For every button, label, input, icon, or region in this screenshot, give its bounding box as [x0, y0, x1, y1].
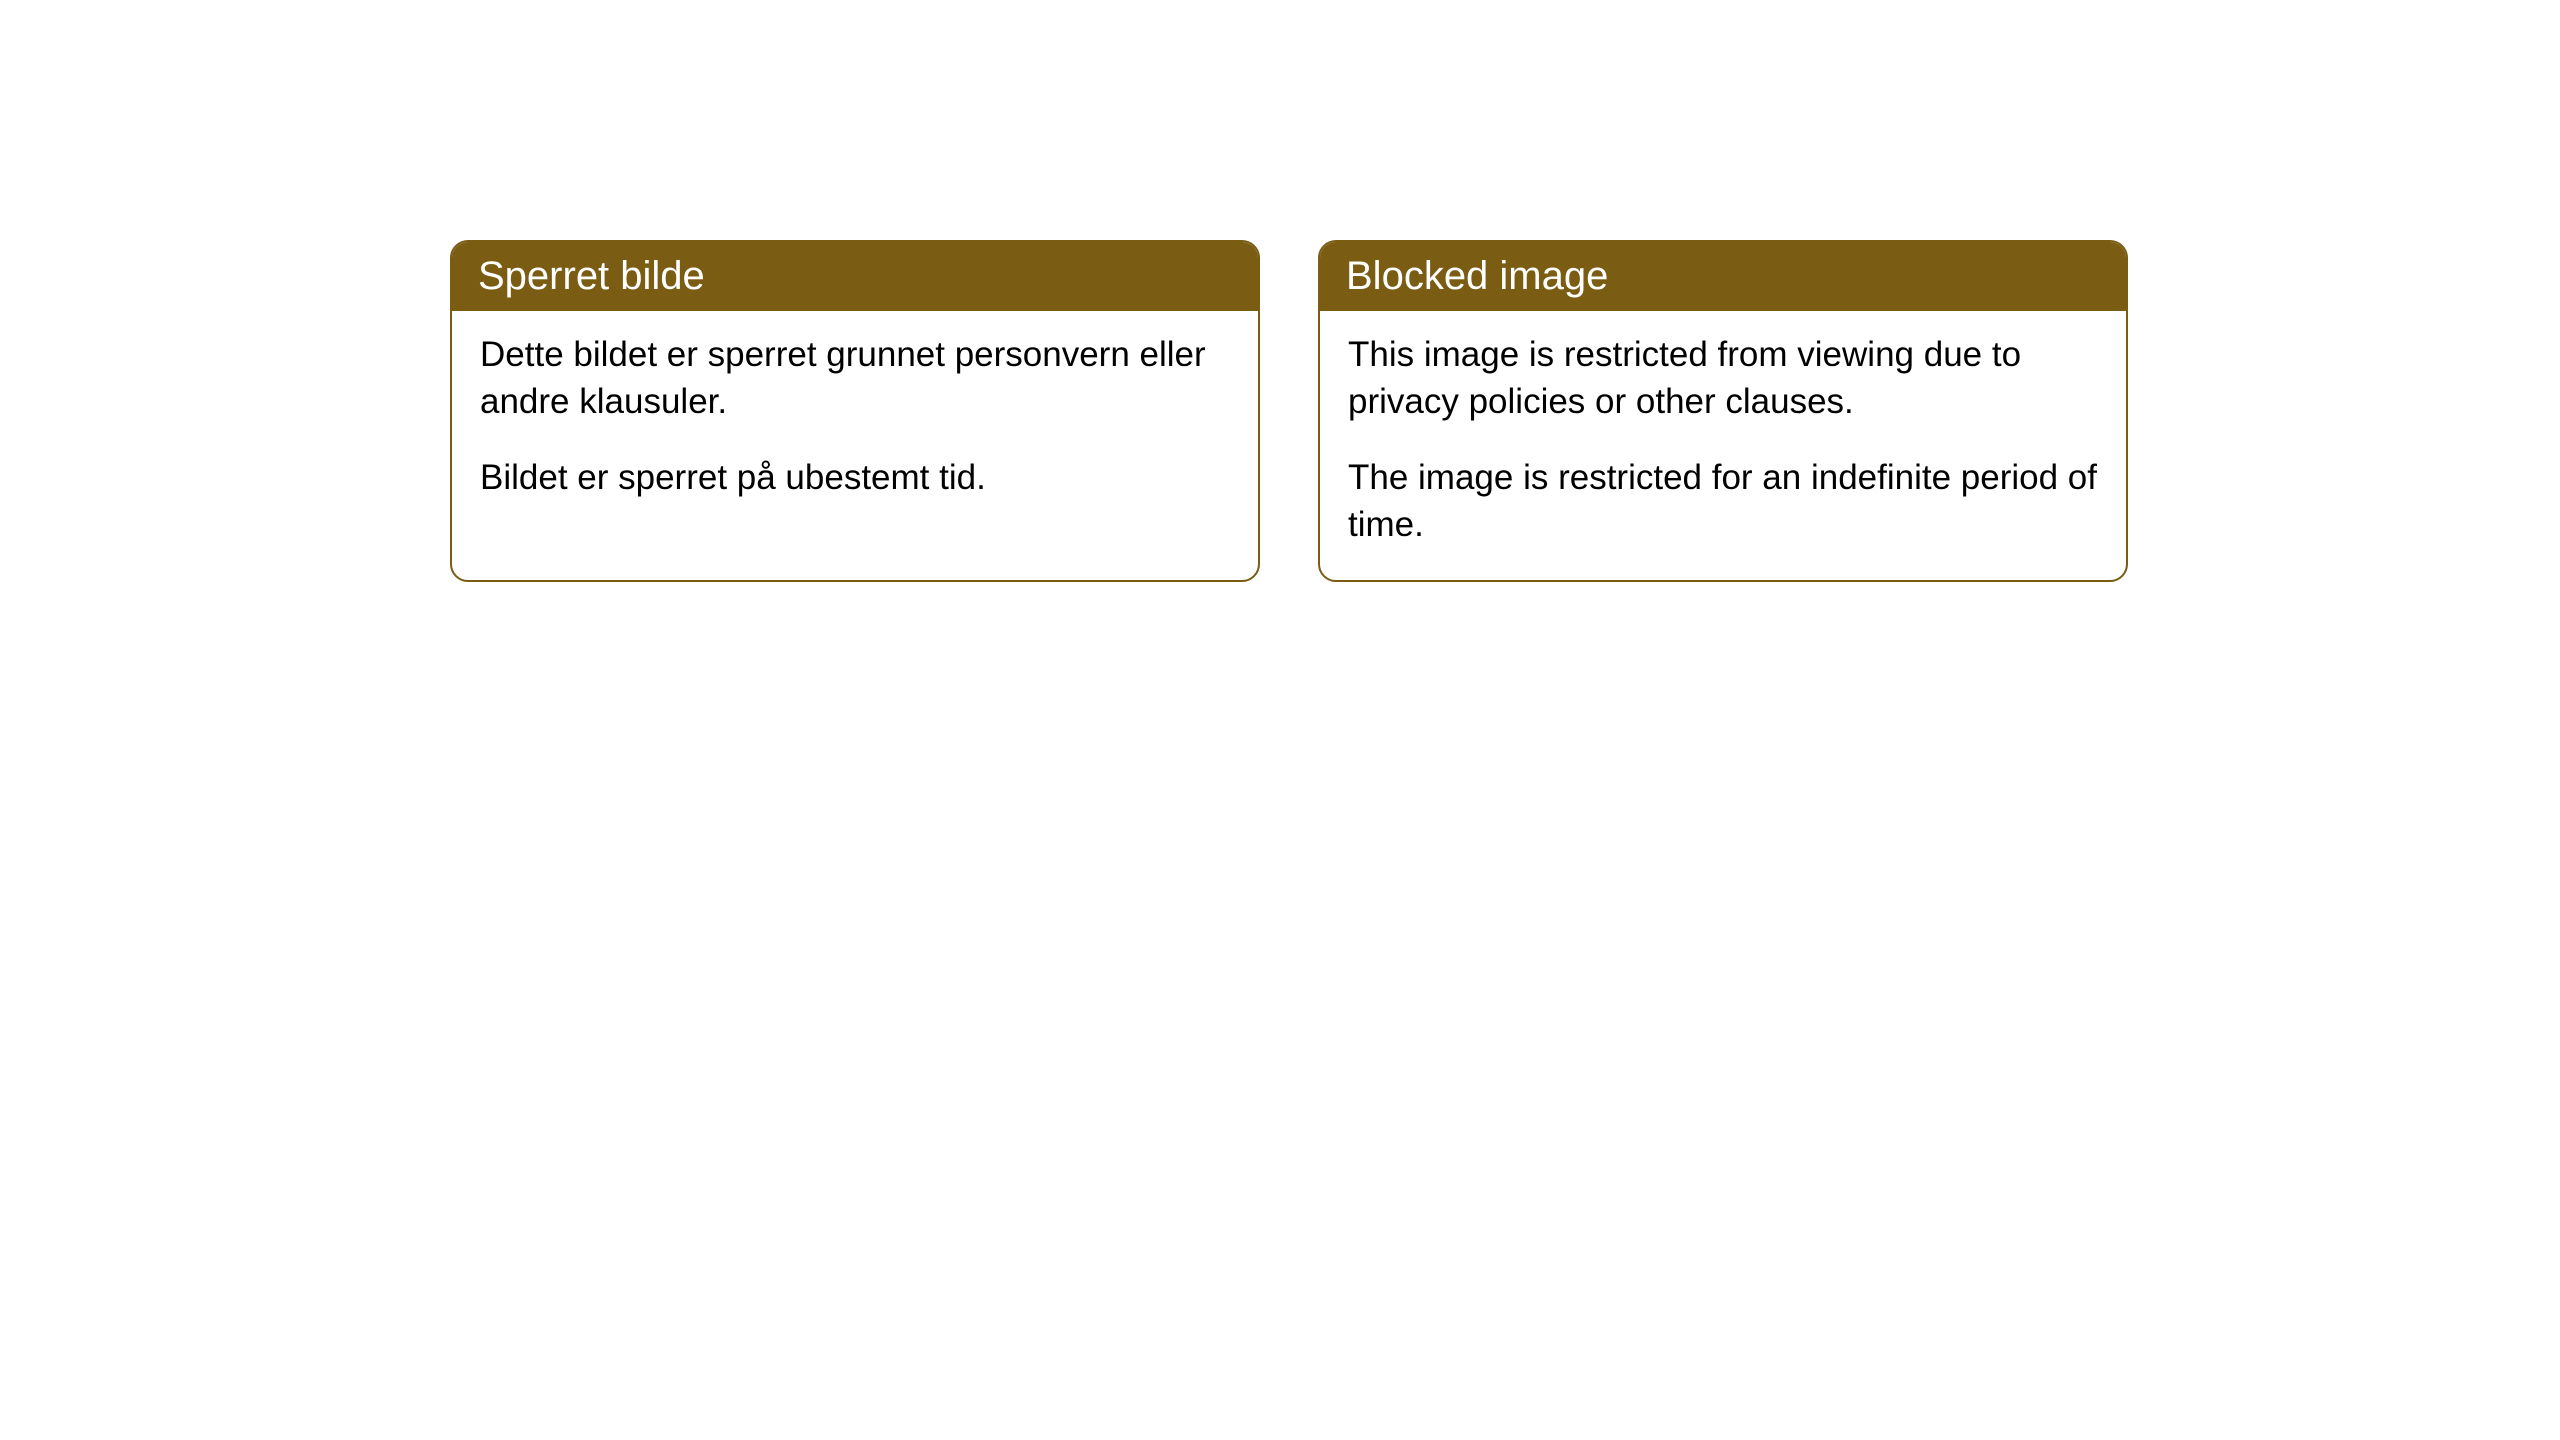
- card-norwegian: Sperret bilde Dette bildet er sperret gr…: [450, 240, 1260, 582]
- card-body-norwegian: Dette bildet er sperret grunnet personve…: [452, 311, 1258, 533]
- card-text-2: The image is restricted for an indefinit…: [1348, 454, 2098, 549]
- card-text-1: Dette bildet er sperret grunnet personve…: [480, 331, 1230, 426]
- card-english: Blocked image This image is restricted f…: [1318, 240, 2128, 582]
- card-body-english: This image is restricted from viewing du…: [1320, 311, 2126, 580]
- card-text-1: This image is restricted from viewing du…: [1348, 331, 2098, 426]
- card-header-norwegian: Sperret bilde: [452, 242, 1258, 311]
- cards-container: Sperret bilde Dette bildet er sperret gr…: [0, 0, 2560, 582]
- card-text-2: Bildet er sperret på ubestemt tid.: [480, 454, 1230, 501]
- card-header-english: Blocked image: [1320, 242, 2126, 311]
